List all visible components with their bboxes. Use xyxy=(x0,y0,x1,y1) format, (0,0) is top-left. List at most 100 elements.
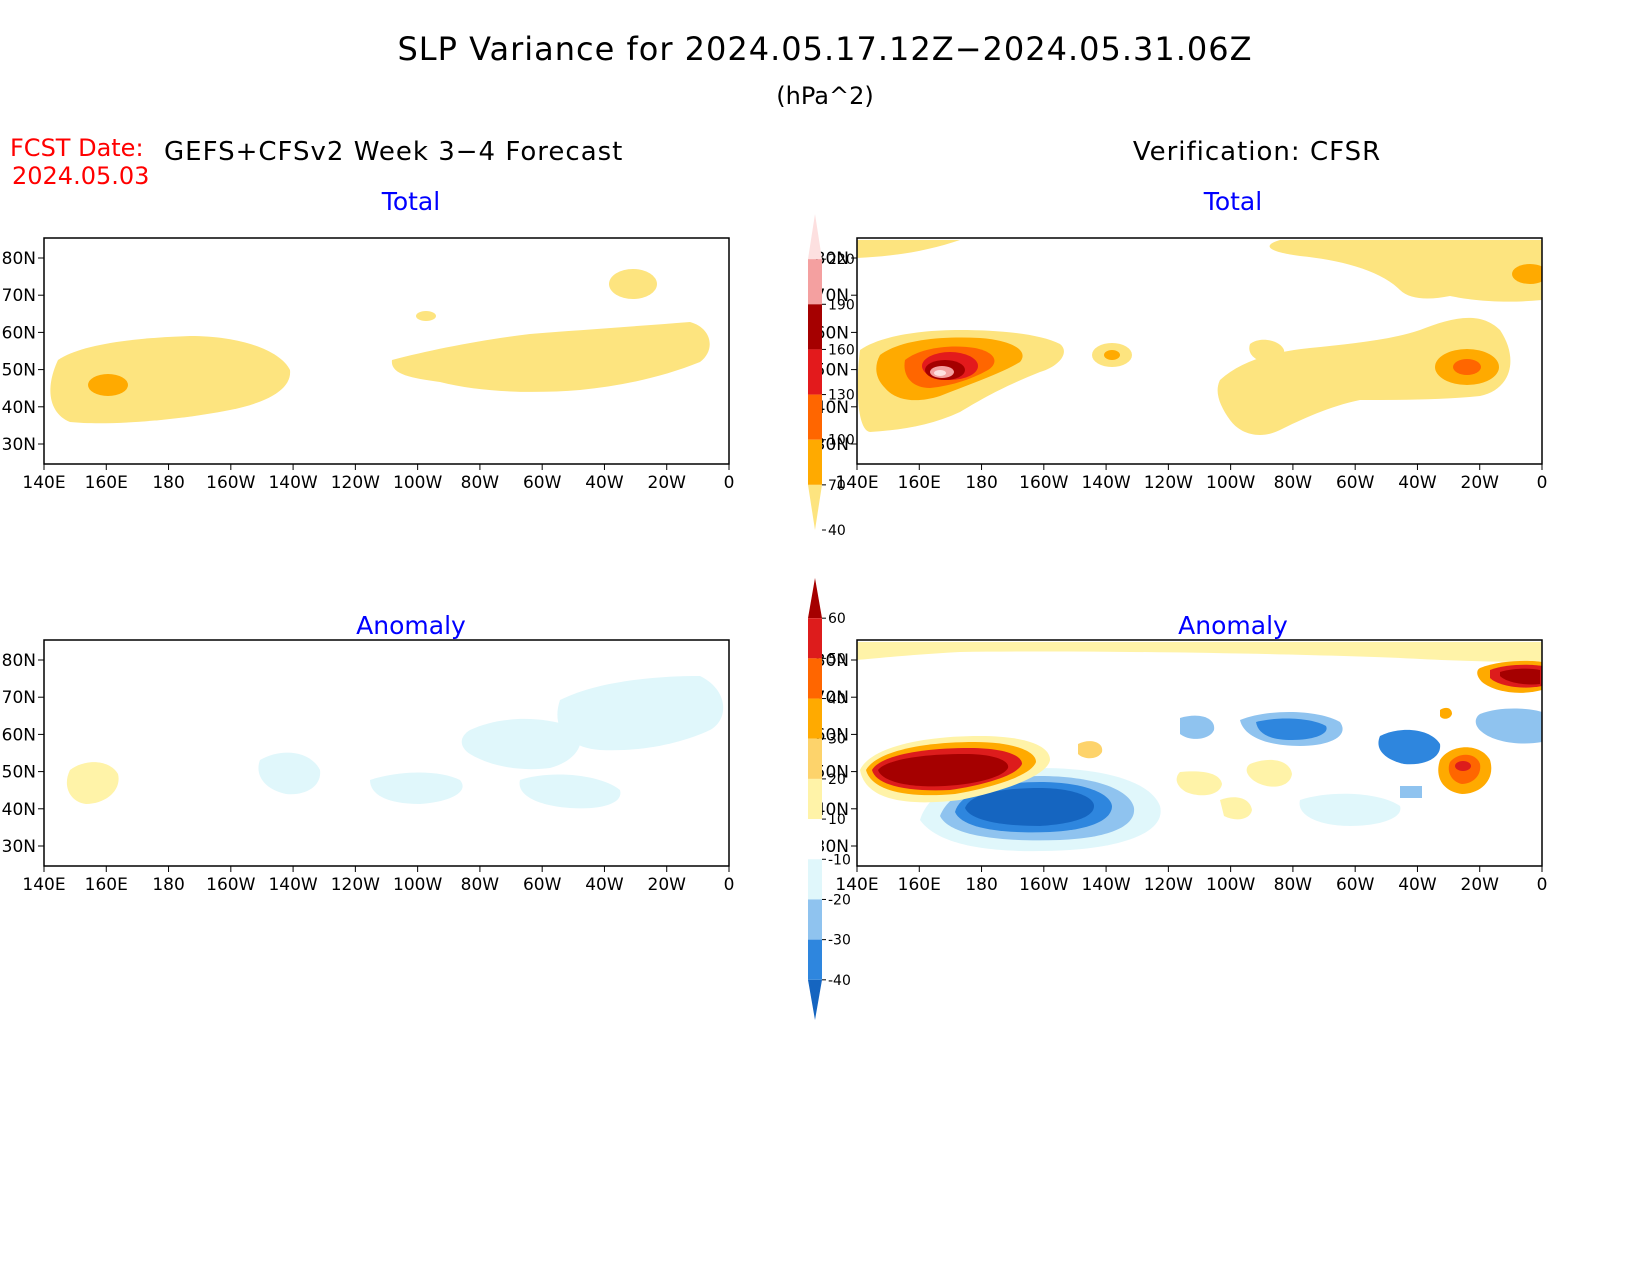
map-panel-verification-anomaly xyxy=(856,639,1543,867)
lat-tick-label-verification-anomaly: 60N xyxy=(815,725,849,745)
lon-tick-label-forecast-anomaly: 140E xyxy=(22,875,65,895)
shading-verification-anomaly xyxy=(857,642,1542,852)
lon-tick-label-verification-anomaly: 160W xyxy=(1019,875,1068,895)
lat-tick-label-forecast-total: 80N xyxy=(2,249,36,269)
lat-tick-label-verification-anomaly: 50N xyxy=(815,763,849,783)
lat-tick-label-forecast-anomaly: 40N xyxy=(2,800,36,820)
map-panel-verification-total xyxy=(856,237,1543,465)
colorbar-total-swatch xyxy=(808,439,822,485)
lon-tick-label-forecast-total: 20W xyxy=(648,473,687,493)
shading-forecast-anomaly xyxy=(66,676,724,809)
colorbar-anomaly-swatch xyxy=(808,658,822,699)
panel-title-verification-anomaly: Anomaly xyxy=(1178,611,1288,640)
colorbar-total-label: 220 xyxy=(828,252,855,268)
lon-tick-label-forecast-anomaly: 100W xyxy=(393,875,442,895)
lon-tick-label-verification-anomaly: 20W xyxy=(1461,875,1500,895)
lon-tick-label-forecast-total: 140E xyxy=(22,473,65,493)
panel-title-forecast-total: Total xyxy=(381,187,440,216)
forecast-heading: GEFS+CFSv2 Week 3−4 Forecast xyxy=(164,137,623,167)
colorbar-total-swatch xyxy=(808,484,822,530)
fcst-date-value: 2024.05.03 xyxy=(12,162,149,190)
colorbar-total-swatch xyxy=(808,304,822,350)
colorbar-anomaly-label: 60 xyxy=(828,611,846,627)
lon-tick-label-verification-total: 140W xyxy=(1081,473,1130,493)
map-panel-forecast-total xyxy=(43,237,730,465)
lon-tick-label-forecast-anomaly: 140W xyxy=(268,875,317,895)
axes: 140E 160E 180 160W 140W 120W 100W 80W 60W 40W 20W 0… xyxy=(2,249,1548,895)
lon-tick-label-forecast-total: 160W xyxy=(206,473,255,493)
colorbar-total-label: 70 xyxy=(828,478,846,494)
lon-tick-label-verification-anomaly: 40W xyxy=(1398,875,1437,895)
colorbar-anomaly-label: 30 xyxy=(828,732,846,748)
colorbar-anomaly-swatch xyxy=(808,979,822,1020)
colorbar-total-label: 160 xyxy=(828,342,855,358)
colorbar-anomaly-swatch xyxy=(808,939,822,980)
lon-tick-label-verification-total: 60W xyxy=(1336,473,1375,493)
lat-tick-label-forecast-total: 30N xyxy=(2,435,36,455)
figure-title: SLP Variance for 2024.05.17.12Z−2024.05.… xyxy=(397,30,1252,68)
lon-tick-label-forecast-anomaly: 180 xyxy=(152,875,184,895)
lat-tick-label-verification-total: 40N xyxy=(815,398,849,418)
lon-tick-label-forecast-total: 100W xyxy=(393,473,442,493)
lon-tick-label-verification-anomaly: 100W xyxy=(1206,875,1255,895)
lon-tick-label-forecast-anomaly: 80W xyxy=(461,875,500,895)
lon-tick-label-verification-total: 120W xyxy=(1144,473,1193,493)
lon-tick-label-verification-anomaly: 0 xyxy=(1537,875,1548,895)
lon-tick-label-verification-total: 180 xyxy=(965,473,997,493)
colorbar-anomaly-swatch xyxy=(808,899,822,940)
lat-tick-label-verification-total: 60N xyxy=(815,323,849,343)
lat-tick-label-forecast-total: 60N xyxy=(2,323,36,343)
lon-tick-label-verification-total: 160W xyxy=(1019,473,1068,493)
lat-tick-label-verification-anomaly: 40N xyxy=(815,800,849,820)
colorbar-anomaly: 60 50 40 30 20 10 -10 -20 -30 -40 xyxy=(808,578,851,1020)
lon-tick-label-forecast-total: 140W xyxy=(268,473,317,493)
lon-tick-label-forecast-anomaly: 40W xyxy=(585,875,624,895)
lon-tick-label-forecast-total: 160E xyxy=(85,473,128,493)
colorbar-total-label: 190 xyxy=(828,297,855,313)
lon-tick-label-verification-total: 80W xyxy=(1274,473,1313,493)
panel-title-forecast-anomaly: Anomaly xyxy=(356,611,466,640)
colorbar-total-swatch xyxy=(808,259,822,305)
colorbar-total: 220 190 160 130 100 70 40 xyxy=(808,214,855,539)
map-panel-forecast-anomaly xyxy=(43,639,730,867)
lon-tick-label-forecast-total: 60W xyxy=(523,473,562,493)
lon-tick-label-forecast-total: 120W xyxy=(331,473,380,493)
colorbar-total-swatch xyxy=(808,394,822,440)
colorbar-total-swatch xyxy=(808,349,822,395)
lon-tick-label-forecast-total: 40W xyxy=(585,473,624,493)
lon-tick-label-forecast-total: 0 xyxy=(724,473,735,493)
lat-tick-label-forecast-anomaly: 50N xyxy=(2,763,36,783)
lon-tick-label-forecast-total: 180 xyxy=(152,473,184,493)
lat-tick-label-forecast-total: 40N xyxy=(2,398,36,418)
colorbar-total-swatch xyxy=(808,214,822,260)
lon-tick-label-forecast-anomaly: 160E xyxy=(85,875,128,895)
colorbar-anomaly-label: -40 xyxy=(828,973,851,989)
lon-tick-label-forecast-anomaly: 120W xyxy=(331,875,380,895)
lat-tick-label-forecast-anomaly: 70N xyxy=(2,688,36,708)
lat-tick-label-forecast-total: 70N xyxy=(2,286,36,306)
colorbar-anomaly-swatch xyxy=(808,859,822,900)
lat-tick-label-verification-total: 70N xyxy=(815,286,849,306)
panel-title-verification-total: Total xyxy=(1203,187,1262,216)
verification-heading: Verification: CFSR xyxy=(1133,137,1381,167)
colorbar-anomaly-label: -10 xyxy=(828,852,851,868)
shading-forecast-total xyxy=(50,269,710,424)
lon-tick-label-verification-anomaly: 80W xyxy=(1274,875,1313,895)
lon-tick-label-verification-total: 160E xyxy=(898,473,941,493)
colorbar-anomaly-label: 20 xyxy=(828,772,846,788)
colorbar-anomaly-swatch xyxy=(808,618,822,659)
colorbar-total-label: 130 xyxy=(828,388,855,404)
figure-units: (hPa^2) xyxy=(776,82,873,110)
lon-tick-label-verification-total: 20W xyxy=(1461,473,1500,493)
colorbar-anomaly-label: 50 xyxy=(828,651,846,667)
colorbar-anomaly-label: 40 xyxy=(828,692,846,708)
colorbar-anomaly-label: 10 xyxy=(828,812,846,828)
lat-tick-label-verification-total: 80N xyxy=(815,249,849,269)
lat-tick-label-verification-total: 50N xyxy=(815,361,849,381)
colorbar-anomaly-swatch xyxy=(808,819,822,860)
lon-tick-label-verification-anomaly: 180 xyxy=(965,875,997,895)
lon-tick-label-forecast-anomaly: 0 xyxy=(724,875,735,895)
colorbar-anomaly-swatch xyxy=(808,778,822,820)
lon-tick-label-verification-anomaly: 160E xyxy=(898,875,941,895)
